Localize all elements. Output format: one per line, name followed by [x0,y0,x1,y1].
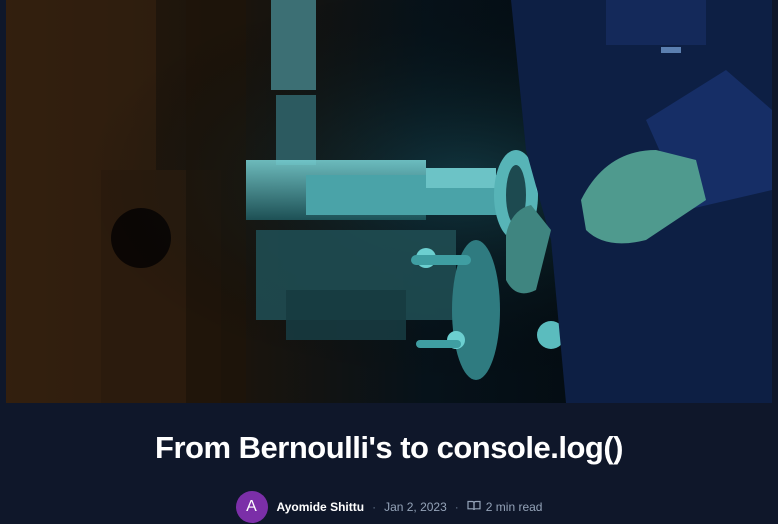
author-avatar[interactable]: A [235,491,268,523]
author-name[interactable]: Ayomide Shittu [276,500,365,514]
meta-separator: · [372,500,377,514]
meta-separator: · [454,500,459,514]
post-date: Jan 2, 2023 [384,500,447,514]
post-title[interactable]: From Bernoulli's to console.log() [155,430,623,465]
cover-image [6,0,772,403]
read-time-label: 2 min read [485,500,543,514]
post-meta: A Ayomide Shittu · Jan 2, 2023 · 2 min r… [0,490,778,524]
book-open-icon [467,500,481,514]
read-time: 2 min read [467,500,543,514]
